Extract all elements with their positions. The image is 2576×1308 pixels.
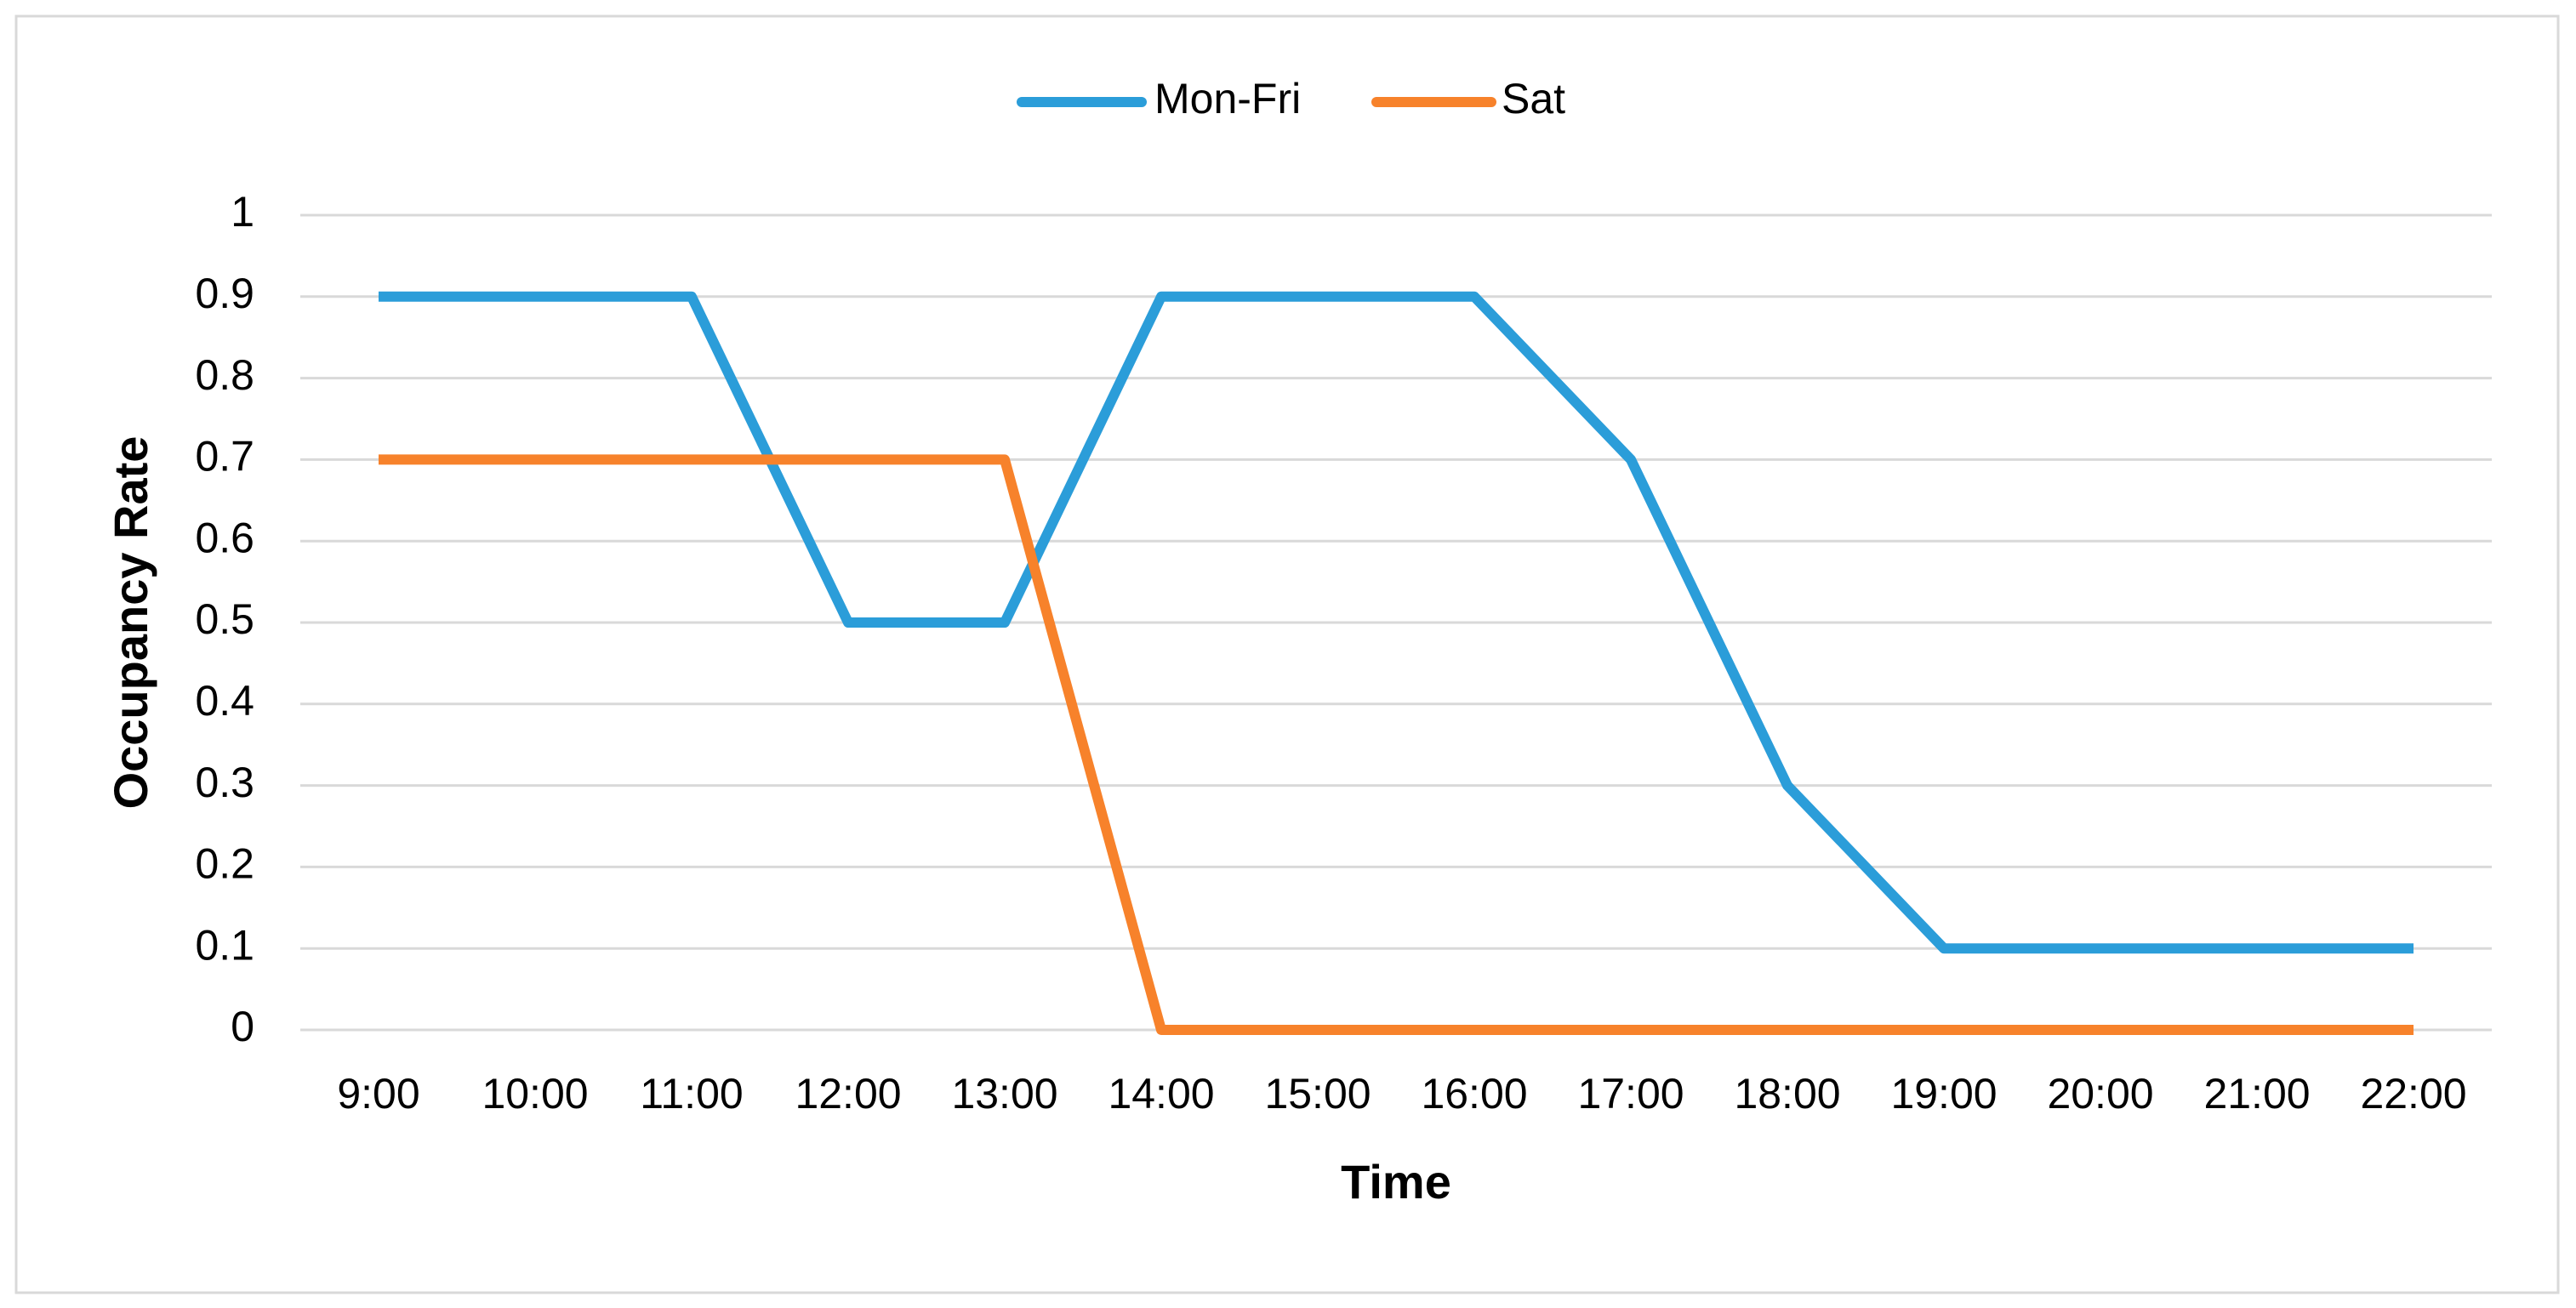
- x-tick-label: 13:00: [951, 1070, 1057, 1117]
- y-tick-label: 0.4: [195, 677, 254, 725]
- y-axis-title: Occupancy Rate: [104, 436, 157, 810]
- legend-label: Mon-Fri: [1154, 75, 1301, 122]
- x-tick-label: 12:00: [795, 1070, 901, 1117]
- y-tick-label: 0: [231, 1003, 254, 1050]
- x-tick-label: 16:00: [1421, 1070, 1527, 1117]
- legend-label: Sat: [1502, 75, 1565, 122]
- x-tick-label: 18:00: [1734, 1070, 1840, 1117]
- series-line: [379, 454, 2414, 1035]
- y-tick-label: 0.7: [195, 433, 254, 481]
- x-tick-label: 19:00: [1890, 1070, 1997, 1117]
- x-tick-label: 20:00: [2047, 1070, 2153, 1117]
- y-tick-label: 0.3: [195, 759, 254, 806]
- y-tick-label: 0.8: [195, 351, 254, 399]
- x-tick-label: 15:00: [1264, 1070, 1371, 1117]
- x-tick-label: 21:00: [2203, 1070, 2310, 1117]
- x-tick-label: 17:00: [1577, 1070, 1684, 1117]
- x-tick-label: 9:00: [337, 1070, 419, 1117]
- y-tick-label: 1: [231, 188, 254, 236]
- y-tick-label: 0.2: [195, 840, 254, 888]
- x-tick-label: 22:00: [2360, 1070, 2466, 1117]
- y-tick-label: 0.5: [195, 595, 254, 643]
- y-tick-label: 0.6: [195, 514, 254, 561]
- x-tick-label: 11:00: [640, 1070, 743, 1117]
- chart-border: [14, 14, 2560, 1294]
- series-line: [379, 291, 2414, 954]
- y-tick-label: 0.1: [195, 921, 254, 969]
- x-axis-title: Time: [1341, 1155, 1451, 1208]
- y-tick-label: 0.9: [195, 270, 254, 317]
- x-tick-label: 10:00: [482, 1070, 588, 1117]
- x-tick-label: 14:00: [1108, 1070, 1214, 1117]
